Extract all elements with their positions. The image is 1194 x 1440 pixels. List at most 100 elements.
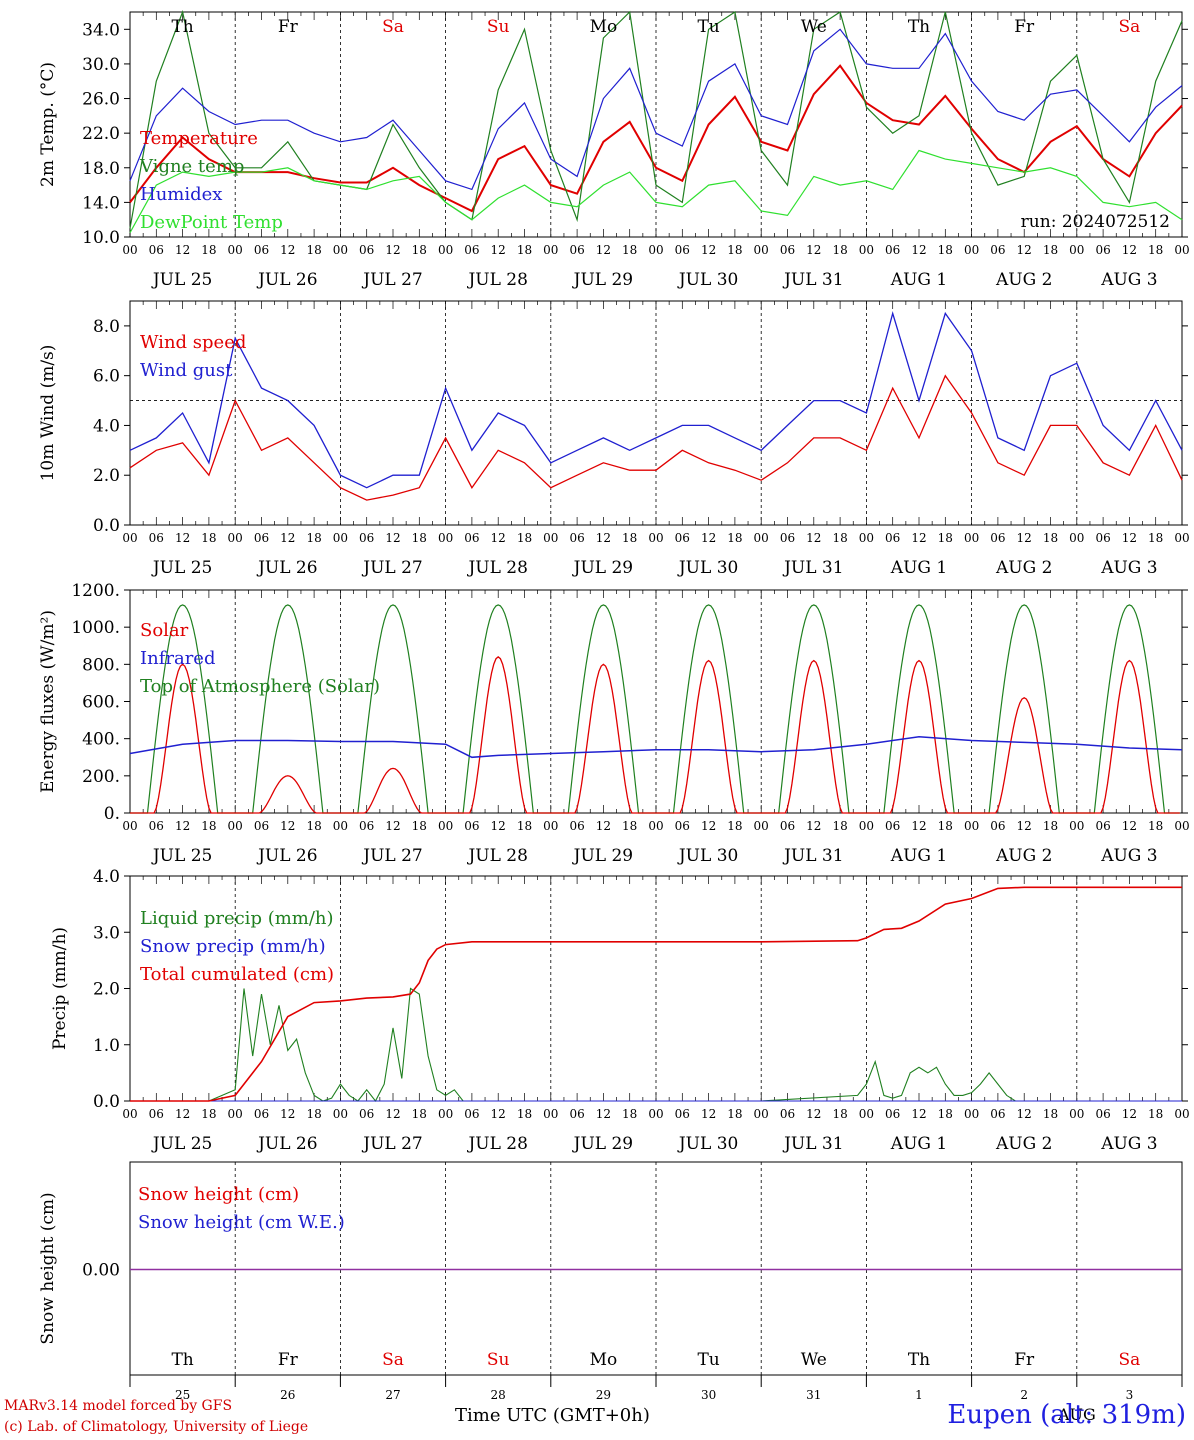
x-hour-label: 00 [648, 531, 663, 545]
x-hour-label: 00 [333, 819, 348, 833]
x-hour-label: 12 [1122, 531, 1137, 545]
x-hour-label: 06 [675, 1107, 690, 1121]
x-date-label: JUL 25 [151, 558, 212, 578]
x-hour-label: 00 [859, 243, 874, 257]
precip-series-line [130, 987, 1182, 1103]
x-hour-label: 18 [1148, 531, 1163, 545]
weekday-label: Sa [1119, 17, 1141, 37]
x-hour-label: 12 [1017, 819, 1032, 833]
legend-entry: Liquid precip (mm/h) [140, 908, 334, 929]
legend-entry: Snow height (cm W.E.) [138, 1212, 345, 1233]
temp-series-line [129, 149, 1183, 233]
legend-entry: Temperature [140, 128, 258, 149]
x-hour-label: 06 [359, 531, 374, 545]
x-date-label: JUL 30 [677, 846, 738, 866]
weekday-label: We [801, 1350, 827, 1370]
x-hour-label: 00 [859, 531, 874, 545]
weekday-label: Sa [382, 1350, 404, 1370]
x-hour-label: 12 [806, 819, 821, 833]
y-tick-label: 1200. [71, 581, 120, 601]
y-tick-label: 0.0 [93, 516, 120, 536]
x-date-label: AUG 1 [890, 558, 947, 578]
x-hour-label: 12 [1017, 531, 1032, 545]
y-tick-label: 400. [82, 730, 120, 750]
x-hour-label: 00 [543, 531, 558, 545]
x-hour-label: 12 [385, 1107, 400, 1121]
y-axis-label: 2m Temp. (°C) [38, 62, 58, 187]
x-hour-label: 00 [964, 531, 979, 545]
x-hour-label: 00 [754, 243, 769, 257]
x-hour-label: 06 [464, 243, 479, 257]
x-hour-label: 06 [780, 819, 795, 833]
x-hour-label: 00 [543, 819, 558, 833]
x-hour-label: 12 [280, 1107, 295, 1121]
weekday-label: Th [908, 1350, 930, 1370]
x-hour-label: 18 [938, 1107, 953, 1121]
solar-line [130, 656, 1180, 814]
x-day-number: 25 [175, 1388, 190, 1402]
weekday-label: Th [908, 17, 930, 37]
x-hour-label: 00 [438, 1107, 453, 1121]
x-date-label: JUL 27 [361, 558, 422, 578]
x-date-label: JUL 27 [361, 1134, 422, 1154]
y-tick-label: 4.0 [93, 867, 120, 887]
x-hour-label: 06 [359, 1107, 374, 1121]
y-tick-label: 2.0 [93, 980, 120, 1000]
x-hour-label: 12 [596, 1107, 611, 1121]
plot-frame [129, 589, 1183, 814]
x-hour-label: 18 [201, 1107, 216, 1121]
x-hour-label: 12 [491, 243, 506, 257]
x-date-label: JUL 25 [151, 270, 212, 290]
weekday-label: Mo [590, 17, 618, 37]
x-hour-label: 12 [385, 531, 400, 545]
weekday-label: Su [487, 1350, 510, 1370]
x-date-label: AUG 3 [1100, 846, 1157, 866]
x-hour-label: 12 [911, 531, 926, 545]
x-date-label: JUL 26 [256, 270, 317, 290]
x-hour-label: 00 [122, 243, 137, 257]
lab-credit: (c) Lab. of Climatology, University of L… [4, 1419, 309, 1435]
y-tick-label: 0. [104, 804, 120, 824]
y-tick-label: 22.0 [82, 124, 120, 144]
x-day-number: 27 [385, 1388, 400, 1402]
legend-entry: Top of Atmosphere (Solar) [140, 676, 380, 697]
x-hour-label: 12 [280, 819, 295, 833]
x-day-number: 2 [1020, 1388, 1028, 1402]
y-axis-label: Energy fluxes (W/m²) [38, 610, 58, 793]
x-hour-label: 18 [412, 243, 427, 257]
x-hour-label: 12 [491, 819, 506, 833]
x-hour-label: 00 [333, 243, 348, 257]
x-date-label: JUL 28 [466, 558, 527, 578]
x-date-label: JUL 28 [466, 270, 527, 290]
x-date-label: JUL 31 [782, 270, 843, 290]
x-hour-label: 18 [938, 819, 953, 833]
x-hour-label: 12 [701, 819, 716, 833]
model-credit: MARv3.14 model forced by GFS [4, 1398, 233, 1414]
x-hour-label: 06 [149, 243, 164, 257]
infrared-line [129, 736, 1183, 759]
x-hour-label: 12 [280, 531, 295, 545]
x-date-label: JUL 26 [256, 558, 317, 578]
x-date-label: AUG 2 [995, 846, 1052, 866]
weekday-label: Th [171, 17, 193, 37]
y-tick-label: 1.0 [93, 1036, 120, 1056]
x-hour-label: 18 [306, 819, 321, 833]
x-hour-label: 00 [228, 531, 243, 545]
weekday-label: Tu [697, 1350, 719, 1370]
x-hour-label: 18 [1043, 531, 1058, 545]
weekday-label: Th [171, 1350, 193, 1370]
x-hour-label: 12 [911, 1107, 926, 1121]
x-hour-label: 12 [175, 1107, 190, 1121]
x-hour-label: 06 [780, 531, 795, 545]
x-hour-label: 18 [727, 531, 742, 545]
y-tick-label: 1000. [71, 618, 120, 638]
x-hour-label: 06 [990, 1107, 1005, 1121]
x-hour-label: 00 [754, 531, 769, 545]
legend-entry: Wind gust [140, 360, 233, 381]
y-axis-label: 10m Wind (m/s) [38, 345, 58, 482]
x-hour-label: 18 [832, 243, 847, 257]
x-hour-label: 00 [859, 819, 874, 833]
weekday-label: Sa [1119, 1350, 1141, 1370]
x-date-label: JUL 25 [151, 846, 212, 866]
x-hour-label: 12 [806, 531, 821, 545]
